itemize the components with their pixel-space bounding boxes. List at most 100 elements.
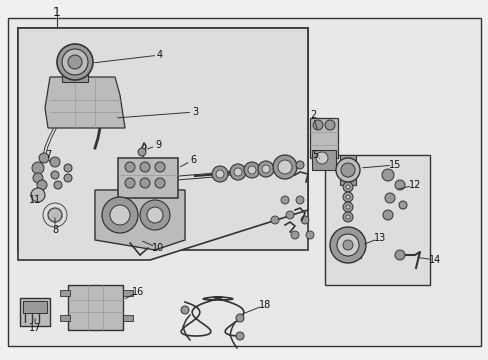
Circle shape: [258, 161, 273, 177]
Text: 4: 4: [157, 50, 163, 60]
Bar: [60, 290, 70, 296]
Circle shape: [39, 153, 49, 163]
Circle shape: [68, 55, 82, 69]
Circle shape: [102, 197, 138, 233]
Circle shape: [262, 165, 269, 173]
Polygon shape: [45, 77, 125, 128]
Circle shape: [155, 178, 164, 188]
Circle shape: [301, 216, 308, 224]
Circle shape: [398, 201, 406, 209]
Polygon shape: [18, 28, 307, 250]
Circle shape: [64, 164, 72, 172]
Circle shape: [278, 160, 291, 174]
Circle shape: [381, 169, 393, 181]
Circle shape: [281, 196, 288, 204]
Circle shape: [138, 148, 146, 156]
Circle shape: [125, 162, 135, 172]
Circle shape: [50, 157, 60, 167]
Bar: [60, 315, 70, 321]
Text: 5: 5: [311, 150, 318, 160]
Circle shape: [54, 181, 62, 189]
Circle shape: [140, 178, 150, 188]
Text: 13: 13: [373, 233, 386, 243]
Circle shape: [62, 49, 88, 75]
Circle shape: [236, 314, 244, 322]
Circle shape: [272, 155, 296, 179]
Text: 15: 15: [388, 160, 400, 170]
Polygon shape: [18, 28, 307, 260]
Circle shape: [37, 180, 47, 190]
Circle shape: [140, 200, 170, 230]
Text: 11: 11: [29, 195, 41, 205]
Circle shape: [394, 250, 404, 260]
Circle shape: [346, 185, 349, 189]
Circle shape: [244, 162, 260, 178]
Circle shape: [140, 162, 150, 172]
Circle shape: [342, 212, 352, 222]
Text: 18: 18: [258, 300, 270, 310]
Text: 8: 8: [52, 225, 58, 235]
Text: 2: 2: [309, 110, 315, 120]
Polygon shape: [95, 190, 184, 250]
Circle shape: [155, 162, 164, 172]
Circle shape: [216, 170, 224, 178]
Circle shape: [346, 205, 349, 209]
Bar: [325, 155, 429, 285]
Circle shape: [329, 227, 365, 263]
Circle shape: [110, 205, 130, 225]
Text: 14: 14: [428, 255, 440, 265]
Circle shape: [51, 171, 59, 179]
Circle shape: [342, 202, 352, 212]
Circle shape: [33, 173, 43, 183]
Circle shape: [285, 211, 293, 219]
Bar: [311, 150, 335, 170]
Circle shape: [32, 162, 44, 174]
Bar: [118, 158, 178, 198]
Circle shape: [305, 231, 313, 239]
Circle shape: [236, 332, 244, 340]
Circle shape: [335, 158, 359, 182]
Circle shape: [342, 182, 352, 192]
Bar: [23, 301, 47, 313]
Circle shape: [125, 178, 135, 188]
Circle shape: [342, 240, 352, 250]
Circle shape: [394, 180, 404, 190]
Circle shape: [382, 210, 392, 220]
Circle shape: [295, 196, 304, 204]
Bar: [334, 232, 360, 258]
Bar: [62, 70, 88, 82]
Circle shape: [270, 216, 279, 224]
Text: 3: 3: [192, 107, 198, 117]
Circle shape: [312, 120, 323, 130]
Bar: [339, 155, 355, 185]
Circle shape: [325, 120, 334, 130]
Text: 1: 1: [53, 5, 61, 18]
Circle shape: [57, 44, 93, 80]
Text: 6: 6: [189, 155, 196, 165]
Bar: [123, 290, 133, 296]
Text: 12: 12: [408, 180, 420, 190]
Text: 7: 7: [45, 150, 51, 160]
Circle shape: [212, 166, 227, 182]
Bar: [68, 285, 123, 330]
Circle shape: [384, 193, 394, 203]
Circle shape: [247, 166, 256, 174]
Circle shape: [336, 234, 358, 256]
Circle shape: [181, 306, 189, 314]
Circle shape: [290, 231, 298, 239]
Circle shape: [64, 174, 72, 182]
Circle shape: [340, 163, 354, 177]
Text: 9: 9: [155, 140, 161, 150]
Circle shape: [342, 192, 352, 202]
Text: 17: 17: [29, 323, 41, 333]
Circle shape: [315, 152, 327, 164]
Bar: [309, 118, 337, 158]
Circle shape: [229, 164, 245, 180]
Circle shape: [31, 188, 45, 202]
Circle shape: [48, 208, 62, 222]
Circle shape: [147, 207, 163, 223]
Bar: [20, 298, 50, 326]
Text: 10: 10: [152, 243, 164, 253]
Circle shape: [346, 215, 349, 219]
Text: 16: 16: [132, 287, 144, 297]
